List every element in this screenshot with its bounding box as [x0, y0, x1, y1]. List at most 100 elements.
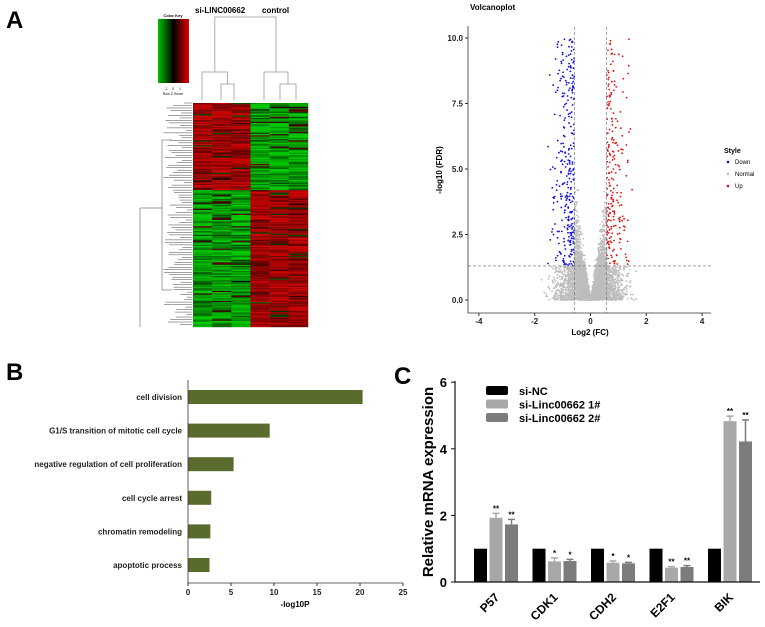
heatmap-cell [269, 185, 290, 187]
volcano-point-up [611, 232, 614, 235]
volcano-point-up [618, 226, 621, 229]
heatmap-cell [193, 219, 213, 222]
heatmap-cell [231, 151, 251, 153]
heatmap-cell [231, 122, 251, 125]
heatmap-cell [269, 115, 290, 117]
heatmap-cell [250, 223, 270, 226]
volcano-point-up [617, 150, 620, 152]
heatmap-cell [193, 163, 213, 166]
heatmap-cell [231, 305, 251, 308]
volcano-point-normal [615, 280, 618, 282]
volcano-point-down [569, 241, 572, 244]
heatmap-cell [288, 142, 309, 145]
heatmap-cell [250, 167, 270, 170]
heatmap-cell [269, 201, 290, 203]
volcano-point-up [607, 172, 610, 174]
heatmap-cell [231, 188, 251, 191]
heatmap-cell [250, 246, 270, 248]
heatmap-cell [250, 104, 270, 106]
heatmap-cell [193, 238, 213, 241]
heatmap-cell [269, 247, 290, 249]
heatmap-cell [250, 294, 270, 297]
heatmap-cell [250, 268, 270, 270]
volcano-point-down [566, 197, 568, 200]
volcano-point-down [555, 183, 558, 186]
volcano-point-down [570, 111, 573, 113]
heatmap-cell [288, 126, 309, 129]
volcano-point-normal [579, 225, 581, 228]
volcano-point-up [612, 156, 614, 158]
heatmap-cell [250, 215, 270, 217]
heatmap-cell [288, 163, 309, 166]
volcano-point-normal [626, 297, 629, 300]
heatmap-cell [212, 287, 232, 289]
volcano-point-down [569, 243, 572, 246]
heatmap-cell [212, 285, 232, 288]
heatmap-cell [193, 112, 213, 115]
volcano-point-up [607, 165, 609, 168]
heatmap-cell [193, 110, 213, 112]
volcano-point-normal [619, 268, 622, 270]
heatmap-cell [250, 253, 270, 256]
heatmap-cell [231, 267, 251, 269]
heatmap-cell [231, 139, 251, 141]
heatmap-cell [231, 165, 251, 167]
volcano-point-normal [598, 253, 600, 256]
heatmap-cell [269, 144, 290, 146]
volcano-point-normal [622, 292, 624, 295]
volcano-point-down [569, 144, 572, 147]
volcano-point-up [611, 250, 614, 252]
heatmap-cell [212, 273, 232, 275]
heatmap-cell [269, 207, 290, 209]
heatmap-cell [231, 249, 251, 252]
heatmap-cell [269, 175, 290, 177]
heatmap-cell [269, 186, 290, 188]
heatmap-cell [193, 215, 213, 217]
heatmap-cell [193, 171, 213, 173]
heatmap-cell [212, 197, 232, 200]
volcano-point-down [563, 240, 566, 243]
volcano-point-down [562, 76, 565, 79]
volcano-point-normal [561, 272, 564, 275]
volcano-point-normal [602, 237, 605, 239]
heatmap-cell [250, 217, 270, 219]
heatmap-cell [193, 242, 213, 244]
heatmap-cell [193, 243, 213, 246]
heatmap-cell [212, 282, 232, 284]
heatmap-cell [250, 213, 270, 216]
heatmap-cell [231, 315, 251, 318]
heatmap-cell [193, 222, 213, 224]
heatmap-cell [250, 272, 270, 274]
volcano-point-normal [602, 223, 605, 226]
heatmap-cell [288, 273, 309, 275]
heatmap-cell [250, 193, 270, 196]
volcano-point-up [610, 117, 613, 120]
volcano-point-down [561, 75, 564, 78]
heatmap-cell [212, 111, 232, 114]
heatmap-cell [212, 103, 232, 105]
volcano-point-down [549, 168, 552, 171]
heatmap-cell [231, 216, 251, 218]
heatmap-cell [231, 256, 251, 258]
volcano-point-normal [562, 273, 565, 276]
heatmap-cell [288, 186, 309, 188]
volcano-point-up [608, 237, 611, 240]
volcano-point-down [570, 116, 573, 119]
heatmap-cell [193, 300, 213, 303]
heatmap-cell [269, 271, 290, 273]
heatmap-cell [212, 180, 232, 182]
heatmap-cell [212, 162, 232, 165]
heatmap-cell [231, 251, 251, 253]
heatmap-cell [231, 110, 251, 112]
volcano-point-normal [554, 280, 557, 283]
heatmap-cell [288, 215, 309, 217]
volcano-point-normal [572, 278, 575, 281]
volcano-point-normal [622, 274, 625, 277]
volcano-point-normal [602, 209, 605, 212]
heatmap-cell [250, 282, 270, 284]
heatmap-cell [193, 119, 213, 121]
heatmap-cell [250, 256, 270, 258]
volcano-point-normal [622, 266, 625, 269]
volcano-point-down [570, 50, 573, 52]
heatmap-cell [269, 145, 290, 147]
